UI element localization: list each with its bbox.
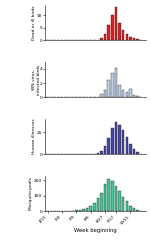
Bar <box>136 96 139 97</box>
Bar <box>136 39 139 41</box>
Y-axis label: Mosquito pools: Mosquito pools <box>29 177 33 210</box>
Bar <box>118 23 121 41</box>
Bar <box>118 191 121 211</box>
Bar <box>126 201 128 211</box>
Bar <box>93 203 96 211</box>
Bar <box>100 151 103 155</box>
Bar <box>133 95 135 97</box>
Bar <box>97 40 99 41</box>
Bar <box>75 210 78 211</box>
Bar <box>129 89 132 97</box>
Bar <box>104 34 106 41</box>
Bar <box>90 206 92 211</box>
Bar <box>133 208 135 211</box>
Bar <box>118 125 121 155</box>
Bar <box>136 210 139 211</box>
Bar <box>118 85 121 97</box>
Bar <box>115 186 117 211</box>
Bar <box>108 139 110 155</box>
Bar <box>126 137 128 155</box>
X-axis label: Week beginning: Week beginning <box>74 228 117 233</box>
Y-axis label: Dead or ill birds: Dead or ill birds <box>32 5 36 40</box>
Bar <box>115 122 117 155</box>
Bar <box>129 37 132 41</box>
Bar <box>104 90 106 97</box>
Bar <box>111 15 114 41</box>
Bar <box>111 72 114 97</box>
Bar <box>129 206 132 211</box>
Bar <box>104 146 106 155</box>
Bar <box>108 80 110 97</box>
Bar <box>122 197 124 211</box>
Y-axis label: Human illnesses: Human illnesses <box>32 119 36 155</box>
Bar <box>122 30 124 41</box>
Bar <box>108 179 110 211</box>
Bar <box>100 94 103 97</box>
Bar <box>140 40 142 41</box>
Bar <box>79 209 81 211</box>
Bar <box>86 208 88 211</box>
Bar <box>93 154 96 155</box>
Bar <box>122 90 124 97</box>
Bar <box>111 181 114 211</box>
Bar <box>100 38 103 41</box>
Bar <box>108 25 110 41</box>
Bar <box>97 153 99 155</box>
Bar <box>129 144 132 155</box>
Bar <box>100 193 103 211</box>
Bar <box>115 68 117 97</box>
Bar <box>140 154 142 155</box>
Bar <box>133 149 135 155</box>
Bar <box>126 92 128 97</box>
Bar <box>104 184 106 211</box>
Bar <box>126 34 128 41</box>
Bar <box>133 38 135 41</box>
Bar <box>82 209 85 211</box>
Bar <box>136 152 139 155</box>
Bar <box>122 130 124 155</box>
Y-axis label: WN virus-
infected birds: WN virus- infected birds <box>32 65 41 95</box>
Bar <box>115 7 117 41</box>
Bar <box>111 128 114 155</box>
Bar <box>97 198 99 211</box>
